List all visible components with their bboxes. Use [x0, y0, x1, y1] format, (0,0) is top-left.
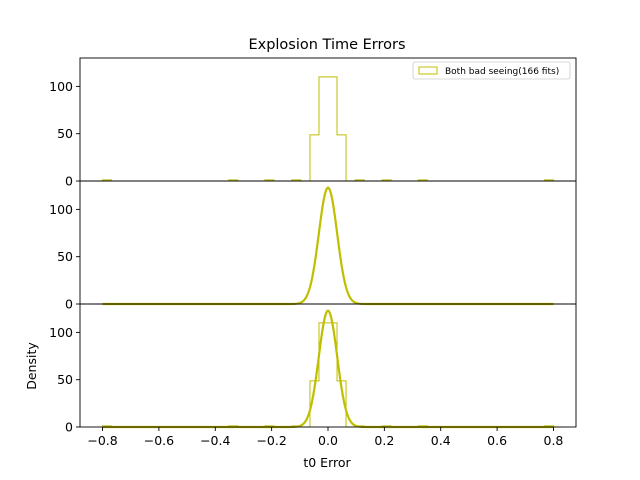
y-tick-label: 0 [65, 297, 73, 312]
y-tick-label: 50 [57, 126, 73, 141]
x-axis-label: t0 Error [303, 455, 351, 470]
legend: Both bad seeing(166 fits) [412, 61, 571, 80]
y-axis-label: Density [24, 342, 39, 390]
panel-frame [79, 180, 577, 305]
histogram-series [102, 322, 563, 428]
legend-frame [412, 61, 571, 80]
x-tick-label: −0.6 [144, 433, 174, 448]
x-tick-label: 0.4 [431, 433, 451, 448]
panel-overlay: 0 50 100 −0.8 −0.6 −0.4 −0.2 0.0 0.2 0.4 0.6 0.8 [49, 303, 577, 448]
chart-title: Explosion Time Errors [248, 37, 405, 53]
gaussian-fit-series [102, 309, 554, 429]
x-tick-label: 0.8 [544, 433, 564, 448]
y-tick-label: 0 [65, 420, 73, 435]
x-tick-label: −0.8 [87, 433, 117, 448]
y-tick-label: 50 [57, 249, 73, 264]
legend-label: Both bad seeing(166 fits) [445, 67, 559, 77]
x-tick-label: −0.2 [256, 433, 286, 448]
legend-swatch [418, 66, 438, 75]
y-tick-label: 0 [65, 174, 73, 189]
histogram-series [102, 76, 563, 182]
y-tick-label: 100 [49, 202, 73, 217]
x-tick-label: 0.0 [318, 433, 338, 448]
plot-panels: 0 50 100 0 50 100 0 50 100 −0.8 −0.6 −0.4 −0.2 0.0 0.2… [49, 57, 577, 448]
gaussian-fit-series [102, 186, 554, 306]
panel-gaussian-fit: 0 50 100 [49, 180, 577, 312]
y-tick-label: 100 [49, 325, 73, 340]
x-tick-label: 0.2 [374, 433, 394, 448]
y-tick-label: 50 [57, 372, 73, 387]
x-tick-label: −0.4 [200, 433, 230, 448]
y-tick-label: 100 [49, 79, 73, 94]
x-tick-label: 0.6 [487, 433, 507, 448]
